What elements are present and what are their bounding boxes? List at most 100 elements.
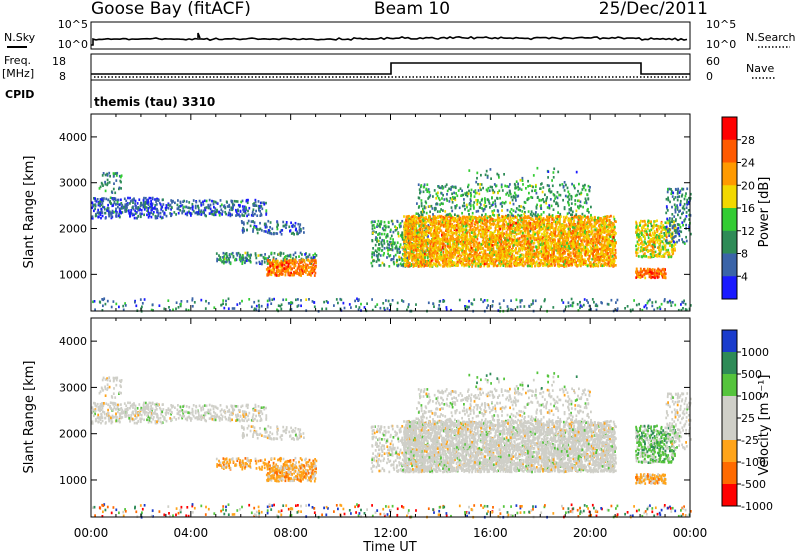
power-cell [109,196,112,200]
power-cell [280,273,283,276]
power-cell [260,253,263,257]
power-cell [375,254,378,257]
power-cell [112,187,115,191]
power-cell [478,259,481,263]
power-cell [238,255,241,259]
power-cell [276,225,278,229]
power-cell [298,228,301,232]
power-cell [447,233,450,237]
power-cell [287,262,290,266]
power-cell [613,254,616,257]
power-cell [157,214,160,217]
power-cell [426,256,429,260]
power-cell [269,226,271,229]
power-cell [135,205,137,209]
power-cell [222,260,224,263]
power-cell [269,264,272,268]
power-cell [404,253,407,256]
power-cell [297,222,300,226]
power-cell [183,209,186,213]
power-cell [398,247,400,251]
power-cell [385,236,387,239]
power-cell [108,214,111,217]
power-cell [243,222,245,226]
power-cell [267,219,270,223]
power-cell [250,214,253,217]
power-cell [292,231,295,235]
power-cell [301,253,303,256]
power-cell [604,246,606,249]
power-cell [437,222,440,225]
power-cell [237,203,240,207]
power-cell [97,208,100,212]
power-cell [464,244,466,247]
power-cell [411,224,414,227]
power-cell [97,211,100,214]
power-cell [230,206,233,209]
power-cell [121,206,124,210]
power-cell [249,224,252,228]
power-cell [123,205,125,209]
power-cell [147,210,150,214]
power-cell [285,267,288,271]
power-cell [285,221,288,224]
power-cell [219,199,222,202]
power-cell [286,266,288,269]
power-cell [220,208,223,211]
power-cell [151,204,153,207]
power-cell [381,227,384,230]
power-cell [140,202,143,205]
power-cell [120,211,122,215]
power-cell [312,256,315,259]
power-cell [177,207,180,211]
power-cell [381,261,384,265]
power-cell [209,207,212,211]
power-cell [101,211,104,214]
power-cell [291,259,294,263]
power-cell [154,198,156,201]
power-cell [270,251,273,255]
power-cell [393,255,395,258]
power-cell [290,271,292,275]
power-cell [594,241,597,244]
power-cell [235,210,238,213]
power-cell [106,206,109,210]
power-cell [268,255,270,258]
power-cell [181,204,184,207]
power-cell [265,211,268,215]
power-cell [522,216,525,220]
power-cell [297,272,300,275]
power-cell [259,214,262,217]
power-cell [264,230,267,233]
power-cell [281,266,283,269]
power-cell [298,273,301,277]
power-cell [296,272,299,275]
power-cell [205,199,208,203]
power-cell [191,202,194,206]
power-cell [282,263,285,266]
power-cell [308,273,311,276]
power-cell [262,256,265,259]
power-cell [310,262,312,265]
power-cell [437,216,440,219]
power-cell [131,206,134,210]
power-cell [541,262,544,265]
power-cell [116,171,119,175]
power-cell [502,252,504,256]
power-cell [98,215,100,218]
power-cell [111,197,114,200]
power-cell [154,203,157,207]
power-cell [213,211,216,215]
power-cell [279,263,281,267]
power-cell [111,209,114,213]
power-cell [569,242,571,245]
power-cell [516,229,519,232]
power-cell [120,187,122,190]
power-cell [299,268,301,271]
power-cell [305,255,308,259]
power-cell [228,205,231,208]
power-cell [371,255,373,259]
power-cell [501,230,504,234]
power-cell [291,224,293,228]
power-cell [253,226,255,229]
